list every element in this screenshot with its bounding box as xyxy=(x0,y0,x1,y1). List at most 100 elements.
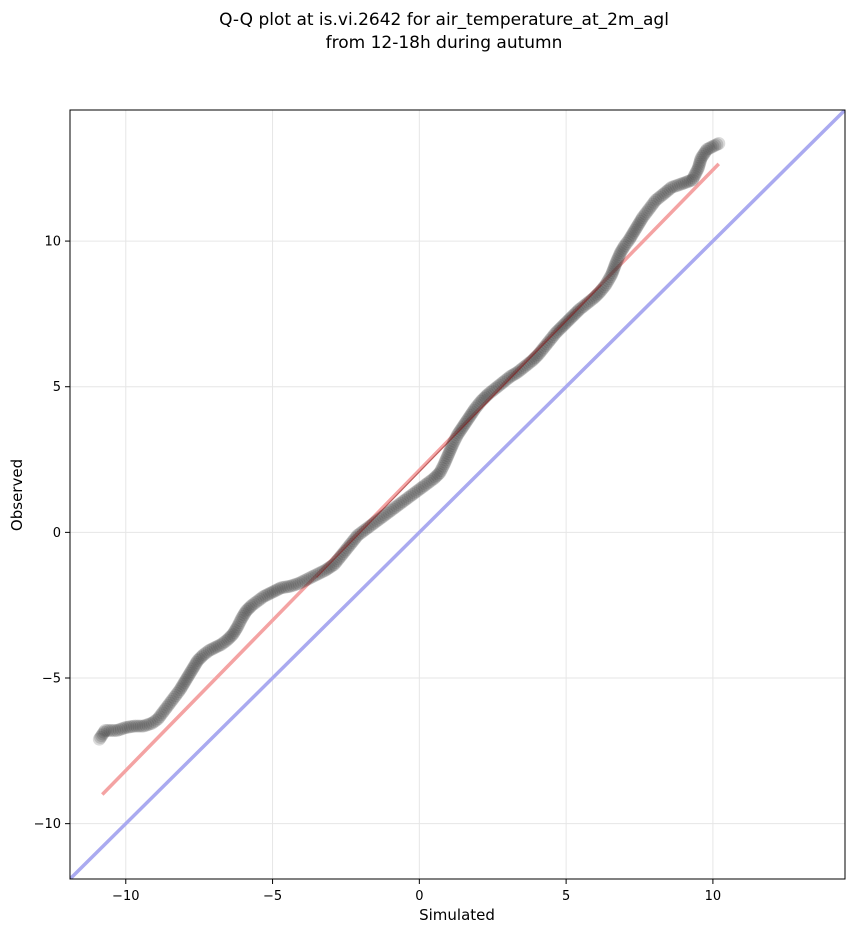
quantile-point-32-fill-2 xyxy=(288,578,302,592)
quantile-point-90 xyxy=(635,211,649,225)
quantile-point-42 xyxy=(357,524,371,538)
x-tick-label-4: 10 xyxy=(705,889,722,904)
quantile-point-15 xyxy=(186,661,200,675)
quantile-point-97-fill-2 xyxy=(687,169,701,183)
quantile-point-79 xyxy=(580,297,594,311)
quantile-point-33 xyxy=(292,576,306,590)
quantile-point-69-fill-1 xyxy=(520,358,534,372)
quantile-point-1-fill-4 xyxy=(108,723,122,737)
quantile-point-22-fill-1 xyxy=(227,625,241,639)
quantile-point-18 xyxy=(202,643,216,657)
quantile-point-42-fill-1 xyxy=(359,522,373,536)
quantile-point-64-fill-3 xyxy=(487,383,501,397)
quantile-point-75-fill-2 xyxy=(558,317,572,331)
quantile-point-7 xyxy=(151,712,165,726)
quantile-point-34 xyxy=(301,572,315,586)
quantile-point-17 xyxy=(197,648,211,662)
quantile-point-61 xyxy=(462,410,476,424)
y-tick-label-2: 0 xyxy=(53,526,61,541)
quantile-point-0-fill-2 xyxy=(95,729,109,743)
y-axis-ticks: −10 −5 0 5 10 xyxy=(34,235,70,832)
quantile-point-36-fill-3 xyxy=(324,560,338,574)
quantile-point-12-fill-2 xyxy=(175,679,189,693)
quantile-point-27 xyxy=(251,594,265,608)
quantile-point-65-fill-2 xyxy=(492,378,506,392)
quantile-point-49 xyxy=(398,493,412,507)
quantile-point-29 xyxy=(263,587,277,601)
quantile-point-22 xyxy=(226,627,240,641)
quantile-point-100-fill-1 xyxy=(702,141,716,155)
quantile-point-68-fill-2 xyxy=(514,362,528,376)
quantile-point-99-fill-4 xyxy=(699,144,713,158)
quantile-point-59-fill-1 xyxy=(452,426,466,440)
quantile-point-66-fill-2 xyxy=(500,372,514,386)
quantile-point-13 xyxy=(177,675,191,689)
quantile-point-42-fill-2 xyxy=(360,521,374,535)
quantile-point-1-fill-2 xyxy=(103,723,117,737)
y-tick-label-0: −10 xyxy=(34,817,61,832)
quantile-point-38 xyxy=(333,550,347,564)
y-tick-label-4: 10 xyxy=(44,235,61,250)
quantile-point-71-fill-3 xyxy=(536,342,550,356)
quantile-point-24 xyxy=(235,611,249,625)
quantile-point-32-fill-1 xyxy=(285,579,299,593)
quantile-point-68-fill-1 xyxy=(513,364,527,378)
quantile-point-49-fill-1 xyxy=(400,492,414,506)
fit-line-overlay-group xyxy=(316,284,602,578)
quantile-point-89 xyxy=(631,218,645,232)
quantile-point-99-fill-3 xyxy=(698,146,712,160)
quantile-point-80 xyxy=(587,291,601,305)
quantile-point-53-fill-2 xyxy=(425,473,439,487)
quantile-point-80-fill-2 xyxy=(590,288,604,302)
quantile-point-66-fill-3 xyxy=(502,371,516,385)
quantile-point-1 xyxy=(98,723,112,737)
quantile-point-5-fill-3 xyxy=(143,717,157,731)
quantile-point-96 xyxy=(674,177,688,191)
quantile-point-11-fill-2 xyxy=(172,685,186,699)
quantile-point-25 xyxy=(239,604,253,618)
quantile-point-98 xyxy=(691,161,705,175)
quantile-point-75-fill-3 xyxy=(559,316,573,330)
quantile-point-4-fill-2 xyxy=(132,719,146,733)
quantile-point-39-fill-2 xyxy=(342,539,356,553)
quantile-point-54-fill-1 xyxy=(428,470,442,484)
quantile-point-57-fill-1 xyxy=(443,445,457,459)
quantile-point-49-fill-2 xyxy=(402,490,416,504)
quantile-point-94-fill-1 xyxy=(658,186,672,200)
quantile-point-28 xyxy=(257,589,271,603)
quantile-point-90-fill-2 xyxy=(638,207,652,221)
quantile-point-26-fill-1 xyxy=(247,597,261,611)
quantile-point-95-fill-2 xyxy=(669,179,683,193)
quantile-point-77-fill-3 xyxy=(571,304,585,318)
quantile-point-68-fill-3 xyxy=(516,361,530,375)
quantile-point-39 xyxy=(339,543,353,557)
quantile-point-73-fill-1 xyxy=(544,331,558,345)
quantile-point-39-fill-1 xyxy=(340,541,354,555)
quantile-point-6-fill-2 xyxy=(149,713,163,727)
quantile-point-20-fill-2 xyxy=(218,635,232,649)
quantile-point-78 xyxy=(572,303,586,317)
quantile-point-76-fill-2 xyxy=(564,311,578,325)
quantile-point-96-fill-1 xyxy=(676,177,690,191)
quantile-point-101 xyxy=(712,136,726,150)
quantile-point-24-fill-2 xyxy=(237,608,251,622)
quantile-point-23-fill-2 xyxy=(233,616,247,630)
quantile-point-85 xyxy=(613,246,627,260)
quantile-point-78-fill-2 xyxy=(576,300,590,314)
quantile-point-57 xyxy=(442,447,456,461)
quantile-point-35-fill-1 xyxy=(312,567,326,581)
quantile-point-83 xyxy=(605,268,619,282)
quantile-point-82 xyxy=(599,278,613,292)
quantile-points xyxy=(92,136,726,746)
quantile-point-11-fill-1 xyxy=(170,687,184,701)
quantile-point-55-fill-2 xyxy=(435,461,449,475)
quantile-point-93-fill-1 xyxy=(650,192,664,206)
quantile-point-94 xyxy=(656,187,670,201)
quantile-point-69 xyxy=(518,359,532,373)
quantile-point-13-fill-2 xyxy=(180,672,194,686)
quantile-point-87-fill-2 xyxy=(624,229,638,243)
quantile-point-36-fill-4 xyxy=(325,559,339,573)
quantile-point-1-fill-1 xyxy=(101,723,115,737)
quantile-point-43 xyxy=(362,520,376,534)
